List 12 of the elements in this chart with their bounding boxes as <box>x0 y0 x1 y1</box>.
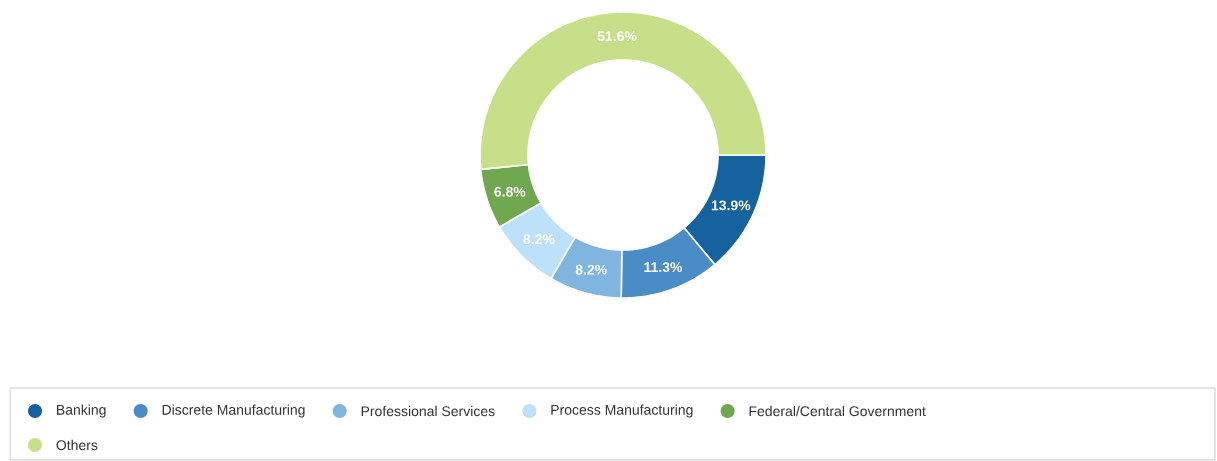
legend-label: Discrete Manufacturing <box>162 404 305 418</box>
legend-label: Federal/Central Government <box>749 405 926 417</box>
data-label: 8.2% <box>523 234 555 245</box>
data-label: 13.9% <box>711 200 751 211</box>
data-label: 51.6% <box>597 31 637 42</box>
legend-label: Professional Services <box>361 405 495 417</box>
data-label: 11.3% <box>644 262 683 273</box>
legend-label: Process Manufacturing <box>551 404 693 418</box>
legend-label: Others <box>56 439 98 451</box>
data-label: 8.2% <box>575 264 607 275</box>
data-label: 6.8% <box>494 186 526 197</box>
legend-label: Banking <box>57 404 106 418</box>
